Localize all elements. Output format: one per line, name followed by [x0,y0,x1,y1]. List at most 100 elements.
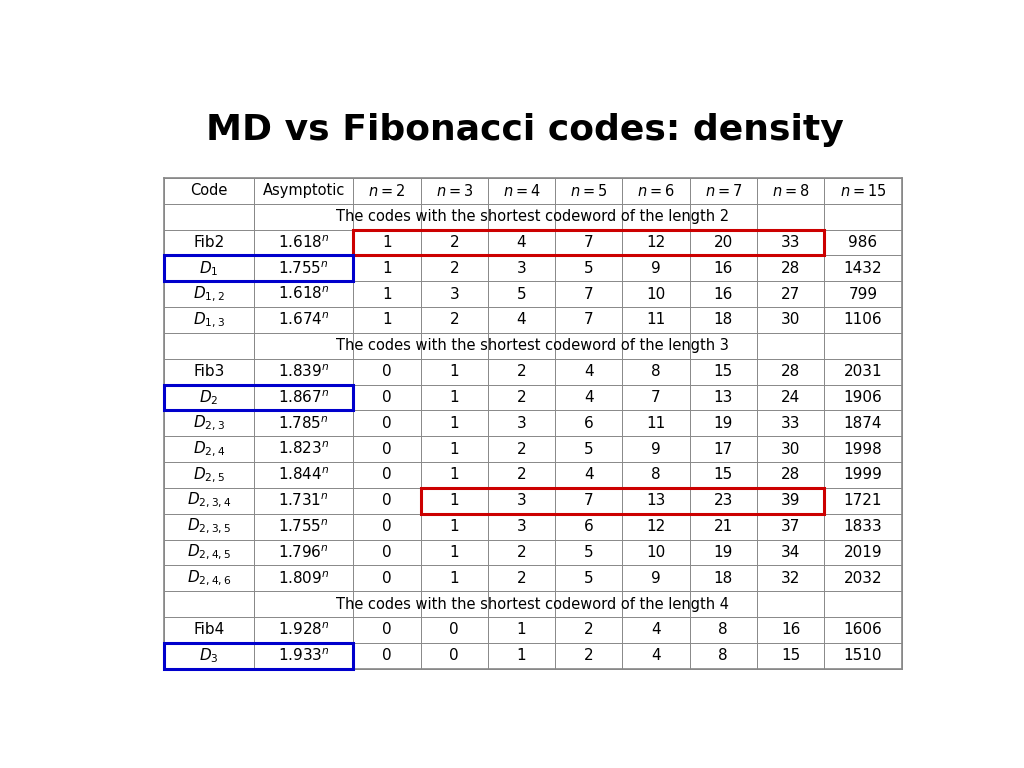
Text: 4: 4 [584,390,594,405]
Text: $1.785^n$: $1.785^n$ [279,415,329,432]
Bar [164,256,353,281]
Text: 799: 799 [849,286,878,302]
Text: 1833: 1833 [844,519,883,535]
Bar [164,643,353,669]
Text: 17: 17 [714,442,733,457]
Text: $1.731^n$: $1.731^n$ [279,492,329,509]
Text: 30: 30 [781,442,800,457]
Text: 1: 1 [450,442,459,457]
Text: 23: 23 [714,493,733,508]
Text: $1.933^n$: $1.933^n$ [278,647,330,664]
Text: $1.755^n$: $1.755^n$ [279,260,329,276]
Text: $1.844^n$: $1.844^n$ [279,467,330,483]
Text: 30: 30 [781,313,800,327]
Text: $D_1$: $D_1$ [200,259,219,278]
Text: 3: 3 [517,493,526,508]
Text: 10: 10 [646,286,666,302]
Text: 1: 1 [450,493,459,508]
Text: 1: 1 [450,571,459,586]
Text: 2: 2 [517,442,526,457]
Text: 1906: 1906 [844,390,883,405]
Text: 8: 8 [651,468,660,482]
Text: 1510: 1510 [844,648,883,664]
Text: 0: 0 [382,623,392,637]
Text: $n=2$: $n=2$ [369,183,406,199]
Text: 1432: 1432 [844,261,883,276]
Bar [164,385,353,410]
Text: 0: 0 [382,545,392,560]
Text: 2: 2 [517,545,526,560]
Text: 0: 0 [382,468,392,482]
Text: $1.618^n$: $1.618^n$ [278,286,330,303]
Text: 8: 8 [719,623,728,637]
Text: $n=15$: $n=15$ [840,183,886,199]
Text: 1: 1 [450,415,459,431]
Text: 15: 15 [781,648,800,664]
Text: 2032: 2032 [844,571,883,586]
Text: 18: 18 [714,313,733,327]
Text: 0: 0 [382,648,392,664]
Text: $1.867^n$: $1.867^n$ [279,389,330,406]
Text: Fib2: Fib2 [194,235,224,250]
Text: 1998: 1998 [844,442,883,457]
Text: 2: 2 [517,571,526,586]
Text: MD vs Fibonacci codes: density: MD vs Fibonacci codes: density [206,113,844,147]
Text: $D_{2,5}$: $D_{2,5}$ [194,465,225,485]
Text: 2: 2 [584,623,594,637]
Text: $D_{1,2}$: $D_{1,2}$ [194,284,225,304]
Text: 16: 16 [781,623,800,637]
Text: 986: 986 [849,235,878,250]
Text: $n=5$: $n=5$ [570,183,607,199]
Text: 39: 39 [780,493,801,508]
Text: 0: 0 [382,442,392,457]
Text: The codes with the shortest codeword of the length 2: The codes with the shortest codeword of … [336,209,729,224]
Text: 4: 4 [517,235,526,250]
Bar [164,333,902,359]
Text: 9: 9 [651,442,660,457]
Text: 0: 0 [382,415,392,431]
Text: 1: 1 [450,545,459,560]
Text: 1: 1 [450,468,459,482]
Text: 0: 0 [382,519,392,535]
Text: 0: 0 [382,571,392,586]
Text: 1: 1 [382,235,392,250]
Text: 2: 2 [450,313,459,327]
Text: 1: 1 [450,519,459,535]
Text: 2: 2 [517,390,526,405]
Text: 5: 5 [584,545,594,560]
Text: 16: 16 [714,261,733,276]
Text: 2: 2 [450,235,459,250]
Text: 28: 28 [781,261,800,276]
Text: $D_{2,3,4}$: $D_{2,3,4}$ [186,492,231,511]
Text: $D_{2,4,6}$: $D_{2,4,6}$ [186,568,231,588]
Text: Fib4: Fib4 [194,623,224,637]
Text: 4: 4 [584,468,594,482]
Text: 27: 27 [781,286,800,302]
Text: 2031: 2031 [844,364,883,379]
Text: The codes with the shortest codeword of the length 3: The codes with the shortest codeword of … [336,339,729,353]
Text: 1: 1 [517,648,526,664]
Text: 1: 1 [450,390,459,405]
Text: 3: 3 [517,519,526,535]
Text: 2: 2 [450,261,459,276]
Text: 32: 32 [781,571,800,586]
Text: 0: 0 [450,623,459,637]
Bar [353,230,824,256]
Text: 1: 1 [450,364,459,379]
Text: 21: 21 [714,519,733,535]
Text: 2: 2 [517,364,526,379]
Text: 2019: 2019 [844,545,883,560]
Text: 19: 19 [714,545,733,560]
Text: 33: 33 [780,235,801,250]
Text: 11: 11 [646,415,666,431]
Text: 18: 18 [714,571,733,586]
Text: $n=8$: $n=8$ [772,183,809,199]
Text: $D_{2,3}$: $D_{2,3}$ [194,414,225,433]
Text: 7: 7 [584,313,594,327]
Text: Fib3: Fib3 [194,364,224,379]
Text: 34: 34 [781,545,800,560]
Text: 5: 5 [584,261,594,276]
Text: 1: 1 [382,261,392,276]
Text: $1.755^n$: $1.755^n$ [279,518,329,535]
Text: 2: 2 [517,468,526,482]
